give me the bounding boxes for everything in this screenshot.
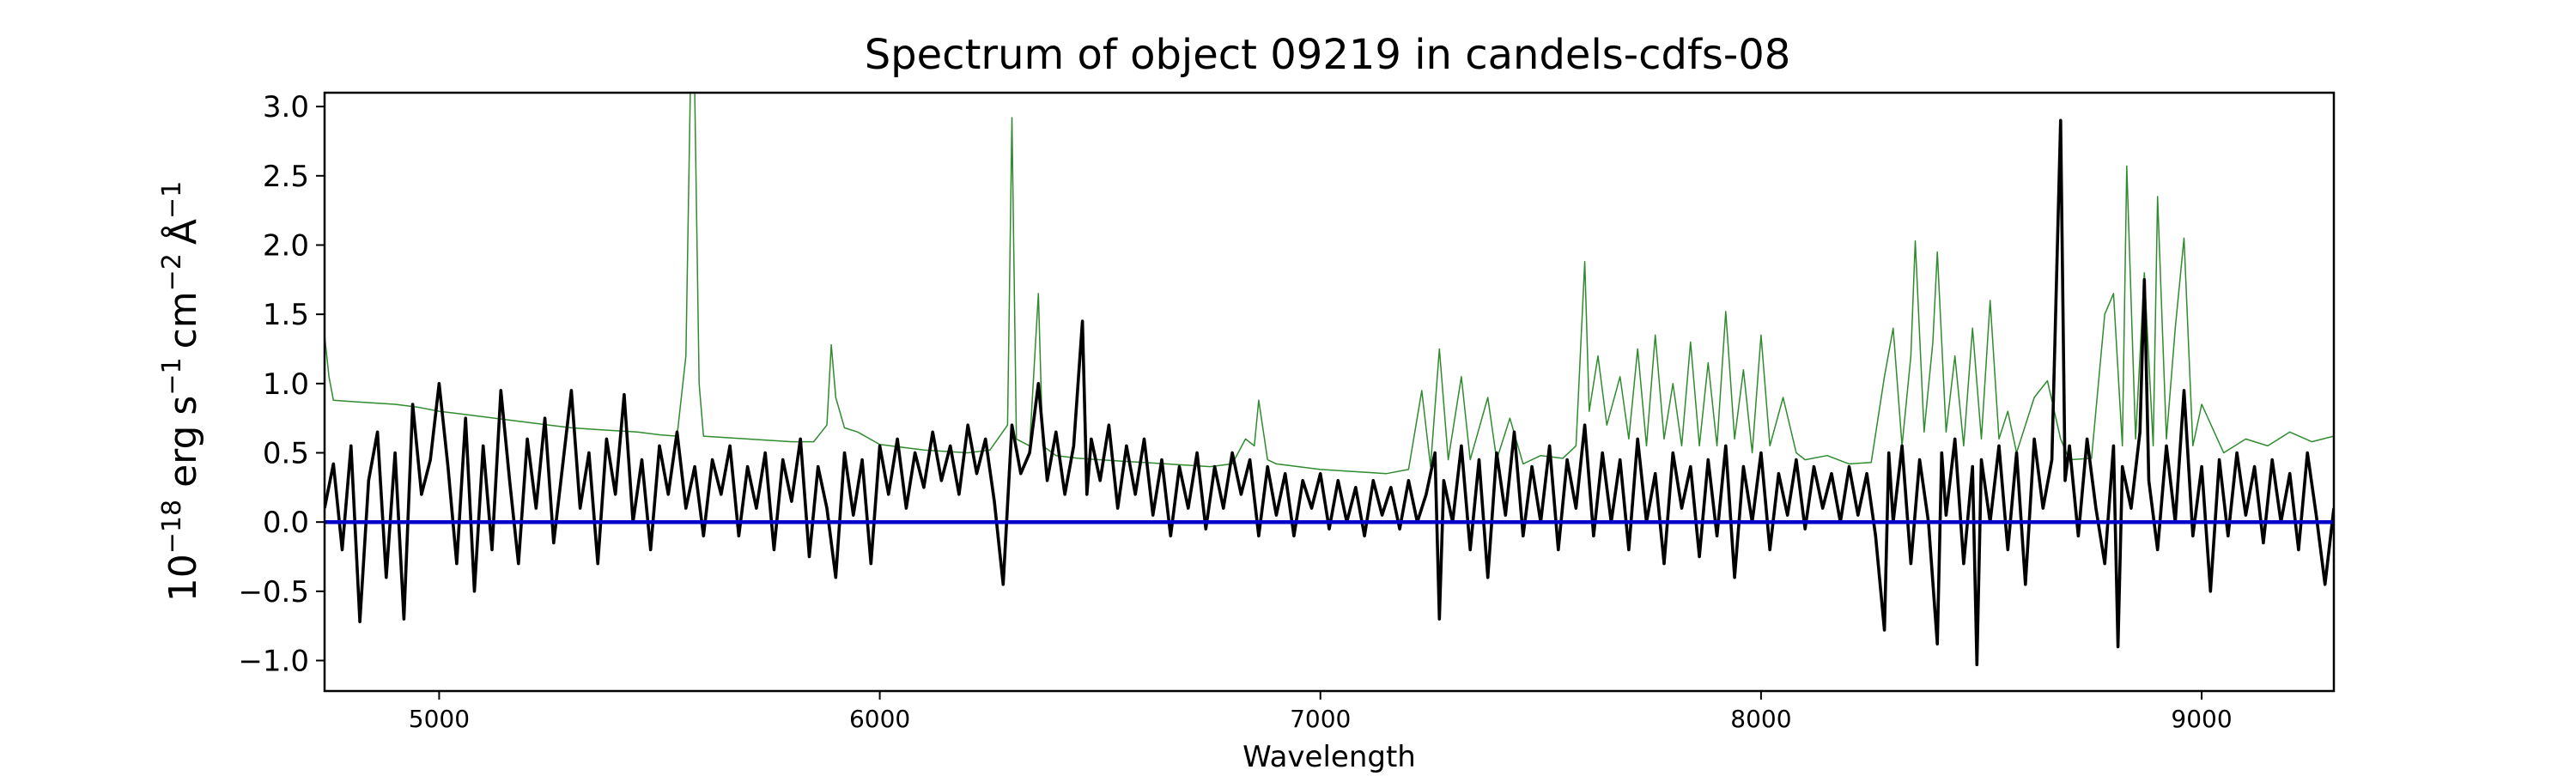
x-tick-label: 9000 — [2171, 705, 2232, 733]
x-tick-label: 5000 — [409, 705, 470, 733]
y-label-s-exp: −1 — [157, 357, 187, 395]
y-label-angstrom-exp: −1 — [157, 181, 187, 219]
x-tick-label: 7000 — [1290, 705, 1351, 733]
y-tick-label: 1.5 — [263, 298, 309, 332]
y-tick-label: 0.5 — [263, 436, 309, 470]
x-axis-label: Wavelength — [1242, 740, 1416, 773]
flux-spectrum-line — [325, 118, 2334, 667]
y-label-cm: cm — [161, 291, 205, 349]
error-spectrum-line — [325, 93, 2334, 475]
x-tick-label: 6000 — [849, 705, 910, 733]
y-tick-label: 0.0 — [263, 506, 309, 540]
y-label-s: s — [161, 396, 205, 415]
y-label-angstrom: Å — [160, 219, 205, 245]
plot-frame — [323, 91, 2336, 693]
y-tick-label: 3.0 — [263, 90, 309, 124]
y-label-base-exp: −18 — [157, 500, 187, 554]
y-axis: −1.0 −0.5 0.0 0.5 1.0 1.5 2.0 2.5 3.0 — [238, 90, 325, 679]
y-label-erg: erg — [161, 426, 205, 488]
y-label-cm-exp: −2 — [157, 253, 187, 291]
plot-area — [325, 93, 2334, 667]
y-axis-label: 10−18ergs−1cm−2Å−1 — [157, 181, 205, 602]
y-tick-label: −0.5 — [238, 575, 309, 609]
y-label-base: 10 — [161, 554, 205, 602]
y-tick-label: 1.0 — [263, 367, 309, 402]
x-axis: 5000 6000 7000 8000 9000 — [409, 691, 2233, 733]
x-tick-label: 8000 — [1730, 705, 1791, 733]
y-tick-label: −1.0 — [238, 645, 309, 679]
y-tick-label: 2.0 — [263, 228, 309, 263]
y-tick-label: 2.5 — [263, 160, 309, 194]
chart-title: Spectrum of object 09219 in candels-cdfs… — [865, 31, 1791, 79]
